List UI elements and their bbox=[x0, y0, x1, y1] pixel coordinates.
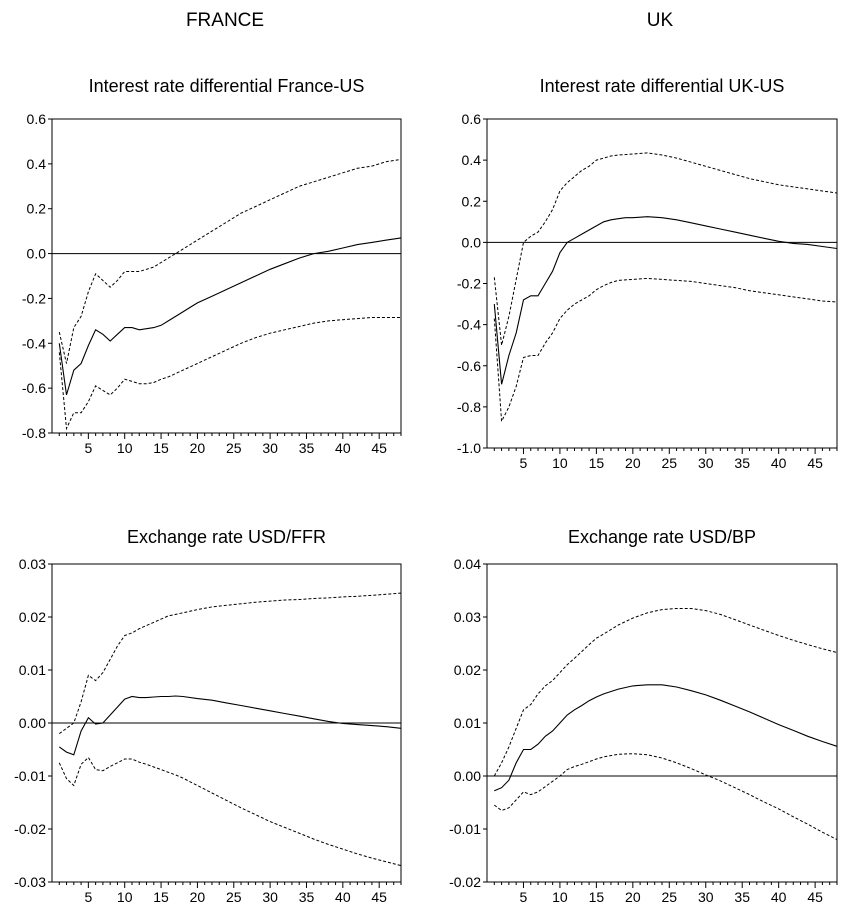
y-tick-label: 0.00 bbox=[19, 715, 46, 731]
y-tick-label: -1.0 bbox=[457, 440, 481, 456]
y-tick-label: 0.0 bbox=[462, 234, 482, 250]
x-tick-label: 20 bbox=[190, 440, 206, 456]
chart-panel-4: Exchange rate USD/BP 0.04 0.03 0.02 0.01 0.00… bbox=[449, 527, 838, 905]
x-tick-label: 15 bbox=[153, 889, 169, 905]
plot-frame bbox=[51, 118, 402, 434]
x-tick-label: 35 bbox=[734, 455, 750, 471]
y-tick-label: -0.4 bbox=[457, 317, 481, 333]
lower-band-line bbox=[58, 756, 402, 867]
y-tick-label: -0.8 bbox=[22, 425, 46, 441]
y-tick-label: -0.02 bbox=[449, 874, 481, 890]
chart-title: Exchange rate USD/BP bbox=[568, 527, 756, 547]
y-tick-label: 0.6 bbox=[462, 111, 482, 127]
x-tick-label: 20 bbox=[625, 455, 641, 471]
y-tick-label: 0.4 bbox=[462, 152, 482, 168]
y-tick-label: -0.01 bbox=[449, 821, 481, 837]
upper-band-line bbox=[58, 158, 402, 364]
y-tick-label: 0.02 bbox=[454, 662, 481, 678]
x-tick-label: 25 bbox=[662, 889, 678, 905]
y-tick-label: 0.03 bbox=[454, 609, 481, 625]
x-tick-label: 30 bbox=[262, 889, 278, 905]
x-tick-label: 10 bbox=[117, 889, 133, 905]
x-tick-label: 35 bbox=[299, 440, 315, 456]
plot-frame bbox=[486, 118, 838, 449]
x-tick-label: 30 bbox=[698, 889, 714, 905]
y-tick-label: -0.4 bbox=[22, 335, 46, 351]
x-tick-label: 25 bbox=[662, 455, 678, 471]
x-tick-label: 30 bbox=[262, 440, 278, 456]
chart-title: Interest rate differential France-US bbox=[89, 76, 365, 96]
x-tick-label: 45 bbox=[371, 889, 387, 905]
y-tick-label: 0.00 bbox=[454, 768, 481, 784]
y-tick-label: 0.01 bbox=[454, 715, 481, 731]
x-tick-label: 45 bbox=[807, 455, 823, 471]
x-tick-label: 15 bbox=[589, 889, 605, 905]
y-tick-label: 0.02 bbox=[19, 609, 46, 625]
x-tick-label: 45 bbox=[807, 889, 823, 905]
response-line bbox=[58, 237, 402, 396]
x-tick-label: 20 bbox=[190, 889, 206, 905]
x-tick-label: 30 bbox=[698, 455, 714, 471]
x-tick-label: 10 bbox=[552, 889, 568, 905]
chart-title: Exchange rate USD/FFR bbox=[127, 527, 326, 547]
x-tick-label: 40 bbox=[771, 889, 787, 905]
x-tick-label: 40 bbox=[335, 889, 351, 905]
response-line bbox=[58, 695, 402, 756]
x-tick-label: 5 bbox=[84, 889, 92, 905]
x-tick-label: 15 bbox=[153, 440, 169, 456]
x-tick-label: 25 bbox=[226, 889, 242, 905]
plot-frame bbox=[486, 563, 838, 883]
x-tick-label: 10 bbox=[117, 440, 133, 456]
y-tick-label: 0.01 bbox=[19, 662, 46, 678]
y-tick-label: -0.02 bbox=[14, 821, 46, 837]
y-tick-label: -0.8 bbox=[457, 399, 481, 415]
y-tick-label: -0.2 bbox=[22, 290, 46, 306]
y-tick-label: 0.03 bbox=[19, 556, 46, 572]
y-tick-label: -0.2 bbox=[457, 276, 481, 292]
response-line bbox=[494, 684, 838, 792]
x-tick-label: 15 bbox=[589, 455, 605, 471]
x-tick-label: 20 bbox=[625, 889, 641, 905]
lower-band-line bbox=[58, 317, 401, 431]
x-tick-label: 35 bbox=[734, 889, 750, 905]
x-tick-label: 25 bbox=[226, 440, 242, 456]
y-tick-label: 0.6 bbox=[27, 111, 47, 127]
response-line bbox=[493, 216, 838, 385]
france-column-title: FRANCE bbox=[185, 10, 265, 31]
y-tick-label: 0.0 bbox=[27, 246, 47, 262]
upper-band-line bbox=[493, 152, 838, 346]
uk-column-title: UK bbox=[646, 10, 674, 31]
y-tick-label: 0.2 bbox=[462, 193, 482, 209]
y-tick-label: -0.01 bbox=[14, 768, 46, 784]
x-tick-label: 5 bbox=[520, 889, 528, 905]
y-tick-label: -0.6 bbox=[457, 358, 481, 374]
x-tick-label: 45 bbox=[371, 440, 387, 456]
lower-band-line bbox=[493, 277, 838, 424]
upper-band-line bbox=[493, 608, 838, 777]
y-tick-label: -0.6 bbox=[22, 380, 46, 396]
y-tick-label: 0.2 bbox=[27, 201, 47, 217]
upper-band-line bbox=[59, 592, 402, 735]
lower-band-line bbox=[494, 753, 838, 841]
chart-panel-3: Exchange rate USD/FFR 0.03 0.02 0.01 0.00 -0.… bbox=[14, 527, 402, 905]
chart-panel-1: Interest rate differential France-US 0.6 0… bbox=[22, 76, 402, 456]
chart-title: Interest rate differential UK-US bbox=[540, 76, 785, 96]
x-tick-label: 5 bbox=[84, 440, 92, 456]
y-tick-label: 0.4 bbox=[27, 156, 47, 172]
x-tick-label: 5 bbox=[520, 455, 528, 471]
chart-panel-2: Interest rate differential UK-US 0.6 0.4 0.… bbox=[457, 76, 838, 471]
y-tick-label: 0.04 bbox=[454, 556, 481, 572]
y-tick-label: -0.03 bbox=[14, 874, 46, 890]
x-tick-label: 10 bbox=[552, 455, 568, 471]
x-tick-label: 40 bbox=[335, 440, 351, 456]
x-tick-label: 40 bbox=[771, 455, 787, 471]
x-tick-label: 35 bbox=[299, 889, 315, 905]
